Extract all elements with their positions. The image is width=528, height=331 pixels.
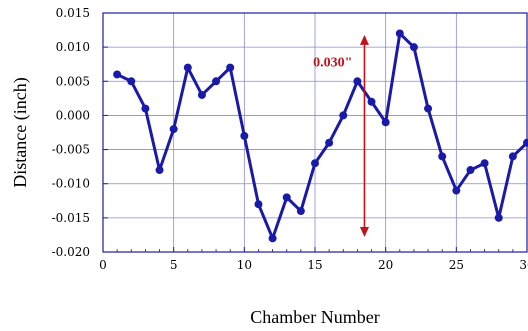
data-point <box>381 118 390 127</box>
y-tick-label: -0.005 <box>52 143 90 157</box>
data-point <box>424 104 433 113</box>
data-point <box>282 193 291 202</box>
data-point <box>127 77 136 86</box>
x-axis-ticks: 0 5 10 15 20 25 30 <box>99 247 528 272</box>
y-tick-label: -0.020 <box>52 245 90 259</box>
y-tick-label: 0.000 <box>56 108 90 122</box>
data-point <box>311 159 319 168</box>
data-point <box>409 43 418 52</box>
data-point <box>155 166 164 175</box>
data-point <box>296 207 305 216</box>
data-point <box>183 63 192 72</box>
data-point <box>466 166 475 175</box>
x-tick-label: 25 <box>449 258 464 272</box>
data-point <box>353 77 362 86</box>
annotation-group: 0.030" <box>313 34 369 237</box>
data-point <box>494 213 503 222</box>
series-group <box>113 29 528 243</box>
data-point <box>254 200 263 209</box>
data-point <box>240 131 249 140</box>
data-point <box>480 159 489 168</box>
y-tick-label: 0.005 <box>56 74 90 88</box>
range-annotation-label: 0.030" <box>313 55 352 70</box>
series-line <box>116 31 528 240</box>
data-point <box>438 152 447 161</box>
x-tick-label: 15 <box>307 258 322 272</box>
x-axis-title: Chamber Number <box>250 307 379 327</box>
data-point <box>169 125 178 134</box>
x-tick-label: 5 <box>170 258 178 272</box>
arrow-head-up <box>359 34 369 45</box>
y-tick-label: -0.015 <box>52 211 90 225</box>
data-point <box>226 63 235 72</box>
y-tick-label: 0.010 <box>56 40 90 54</box>
y-axis-ticks: 0.015 0.010 0.005 0.000 -0.005 -0.010 -0.015 -0… <box>52 6 108 259</box>
data-point <box>367 97 376 106</box>
data-point <box>452 186 461 195</box>
x-tick-label: 20 <box>378 258 393 272</box>
data-point <box>212 77 221 86</box>
x-tick-label: 0 <box>99 258 107 272</box>
x-tick-label: 10 <box>237 258 252 272</box>
y-tick-label: 0.015 <box>56 6 90 20</box>
data-point <box>339 111 348 120</box>
y-tick-label: -0.010 <box>52 177 90 191</box>
data-point <box>395 29 404 38</box>
data-point <box>113 70 122 79</box>
x-tick-label: 30 <box>519 258 528 272</box>
data-point <box>268 234 277 243</box>
y-axis-title: Distance (inch) <box>10 77 31 187</box>
data-point <box>141 104 150 113</box>
grid-lines <box>103 13 527 252</box>
arrow-head-down <box>359 226 369 237</box>
data-point <box>197 90 206 99</box>
data-point <box>325 138 334 147</box>
data-point <box>508 152 517 161</box>
